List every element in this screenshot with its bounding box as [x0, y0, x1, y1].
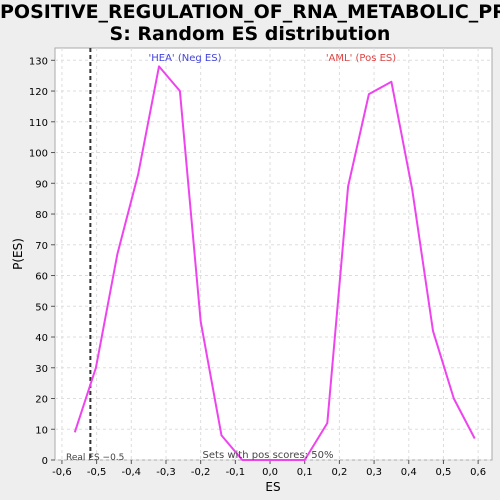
y-tick-label: 50 — [35, 302, 48, 313]
x-tick-label: -0,3 — [156, 467, 176, 478]
y-tick-label: 120 — [29, 87, 48, 98]
x-tick-label: 0,1 — [297, 467, 313, 478]
x-tick-label: -0,5 — [87, 467, 107, 478]
x-tick-label: 0,6 — [470, 467, 486, 478]
x-tick-label: 0,0 — [262, 467, 278, 478]
y-tick-label: 0 — [42, 456, 48, 467]
series-group — [73, 65, 476, 461]
neg-es-label: 'HEA' (Neg ES) — [149, 53, 222, 64]
x-axis-label: ES — [265, 480, 280, 494]
chart-title: POSITIVE_REGULATION_OF_RNA_METABOLIC_PRO… — [0, 0, 500, 45]
y-tick-label: 60 — [35, 272, 48, 283]
y-tick-label: 110 — [29, 118, 48, 129]
series-line — [73, 65, 476, 461]
x-tick-label: 0,3 — [366, 467, 382, 478]
y-tick-label: 40 — [35, 333, 48, 344]
plot-area — [54, 47, 493, 461]
pos-es-label: 'AML' (Pos ES) — [326, 53, 396, 64]
pos-scores-label: Sets with pos scores: 50% — [203, 450, 334, 461]
y-tick-label: 90 — [35, 179, 48, 190]
y-tick-label: 130 — [29, 56, 48, 67]
x-tick-label: -0,1 — [226, 467, 246, 478]
y-axis-ticks: 0 10 20 30 40 50 60 70 80 90 100 110 120 130 — [29, 56, 55, 467]
y-tick-label: 10 — [35, 425, 48, 436]
x-tick-label: -0,6 — [52, 467, 72, 478]
x-axis-ticks: -0,6 -0,5 -0,4 -0,3 -0,2 -0,1 0,0 0,1 0,2 0,3 0,4 0… — [52, 460, 486, 478]
y-axis-label: P(ES) — [11, 238, 25, 270]
x-tick-label: 0,2 — [331, 467, 347, 478]
y-tick-label: 100 — [29, 149, 48, 160]
y-tick-label: 30 — [35, 364, 48, 375]
x-tick-label: -0,4 — [122, 467, 142, 478]
chart-title-line-1: POSITIVE_REGULATION_OF_RNA_METABOLIC_PRO… — [0, 1, 500, 23]
real-es-label: Real ES −0.5 — [66, 453, 124, 463]
y-tick-label: 70 — [35, 241, 48, 252]
y-tick-label: 80 — [35, 210, 48, 221]
y-tick-label: 20 — [35, 395, 48, 406]
grid — [55, 48, 492, 461]
chart-title-line-2: S: Random ES distribution — [109, 23, 391, 45]
x-tick-label: 0,4 — [401, 467, 417, 478]
x-tick-label: 0,5 — [435, 467, 451, 478]
x-tick-label: -0,2 — [191, 467, 211, 478]
